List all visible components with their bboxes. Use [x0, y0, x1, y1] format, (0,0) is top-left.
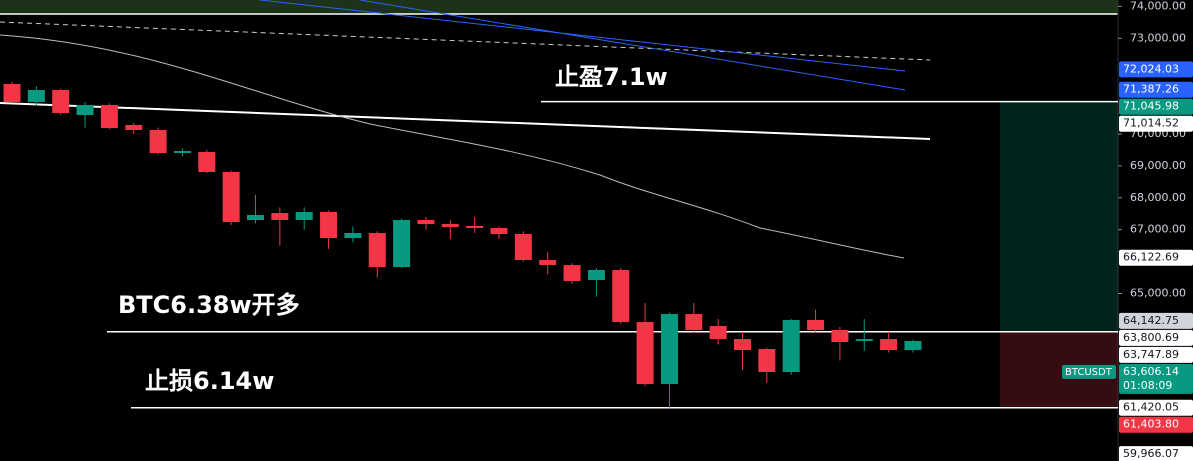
- price-badge-label: 72,024.03: [1123, 62, 1179, 75]
- top-band: [0, 0, 1118, 14]
- trend-channel: [359, 0, 906, 91]
- candle-body: [52, 89, 70, 114]
- price-badge: [1119, 363, 1193, 394]
- candle-body: [734, 339, 751, 351]
- price-badge-label: 63,606.14: [1123, 365, 1179, 378]
- price-badge-label: 71,045.98: [1123, 100, 1179, 113]
- candle-body: [100, 104, 118, 128]
- price-badge-label: 59,966.07: [1123, 447, 1179, 460]
- candle-body: [125, 124, 143, 131]
- candle-body: [831, 330, 849, 343]
- candle-body: [855, 339, 873, 342]
- price-badge-label: 61,420.05: [1123, 401, 1179, 414]
- candle-body: [466, 226, 484, 229]
- candle-body: [417, 220, 435, 225]
- candle-body: [441, 224, 459, 228]
- y-tick-label: 67,000.00: [1130, 223, 1186, 236]
- price-badge: [1119, 446, 1193, 461]
- y-tick-label: 69,000.00: [1130, 159, 1186, 172]
- price-badge: [1119, 329, 1193, 346]
- profit-zone: [1000, 101, 1118, 332]
- candle-body: [320, 211, 338, 238]
- price-badge: [1119, 61, 1193, 78]
- candle-body: [587, 270, 605, 281]
- candle-body: [563, 265, 581, 282]
- candle-body: [514, 234, 532, 261]
- candle-body: [27, 89, 45, 102]
- price-badge: [1119, 346, 1193, 363]
- take-profit-note: 止盈7.1w: [555, 63, 668, 91]
- price-badge-label: 71,014.52: [1123, 117, 1179, 130]
- y-tick-label: 65,000.00: [1130, 287, 1186, 300]
- price-badge: [1119, 249, 1193, 266]
- candle-body: [685, 314, 703, 331]
- price-badge: [1119, 81, 1193, 98]
- symbol-label: BTCUSDT: [1065, 367, 1113, 378]
- price-badge: [1119, 399, 1193, 416]
- stop-loss-note: 止损6.14w: [145, 367, 274, 395]
- price-badge: [1119, 312, 1193, 329]
- candle-body: [344, 232, 362, 238]
- candle-body: [612, 270, 630, 323]
- countdown: 01:08:09: [1123, 379, 1172, 392]
- candle-body: [393, 220, 411, 268]
- candle-body: [807, 320, 825, 331]
- y-tick-label: 73,000.00: [1130, 31, 1186, 44]
- y-tick-label: 68,000.00: [1130, 191, 1186, 204]
- candle-body: [782, 320, 800, 373]
- trendline: [0, 102, 931, 140]
- candle-body: [295, 211, 313, 221]
- candle-body: [271, 213, 289, 221]
- candle-body: [368, 232, 386, 268]
- moving-average: [0, 34, 905, 259]
- candle-body: [758, 349, 776, 373]
- price-badge: [1119, 416, 1193, 433]
- dashed-trendline: [0, 21, 931, 61]
- price-badge: [1119, 98, 1193, 115]
- candle-body: [198, 151, 216, 173]
- candle-body: [636, 322, 654, 385]
- candle-body: [880, 339, 898, 351]
- candle-body: [222, 172, 240, 223]
- price-badge-label: 71,387.26: [1123, 83, 1179, 96]
- price-badge-label: 63,747.89: [1123, 348, 1179, 361]
- candle-body: [490, 228, 508, 235]
- candle-body: [904, 341, 922, 351]
- candle-body: [76, 104, 94, 115]
- candle-body: [247, 214, 264, 221]
- price-badge-label: 66,122.69: [1123, 251, 1179, 264]
- candle-body: [709, 326, 727, 340]
- price-badge: [1119, 115, 1193, 132]
- price-badge-label: 64,142.75: [1123, 314, 1179, 327]
- candle-body: [660, 314, 678, 385]
- candle-body: [539, 260, 557, 266]
- entry-note: BTC6.38w开多: [118, 291, 300, 319]
- candle-body: [173, 150, 191, 154]
- symbol-badge: [1062, 364, 1116, 379]
- candle-body: [3, 84, 21, 102]
- y-tick-label: 74,000.00: [1130, 0, 1186, 12]
- price-badge-label: 61,403.80: [1123, 418, 1179, 431]
- price-badge-label: 63,800.69: [1123, 331, 1179, 344]
- candle-body: [149, 130, 167, 154]
- trend-channel: [259, 0, 906, 72]
